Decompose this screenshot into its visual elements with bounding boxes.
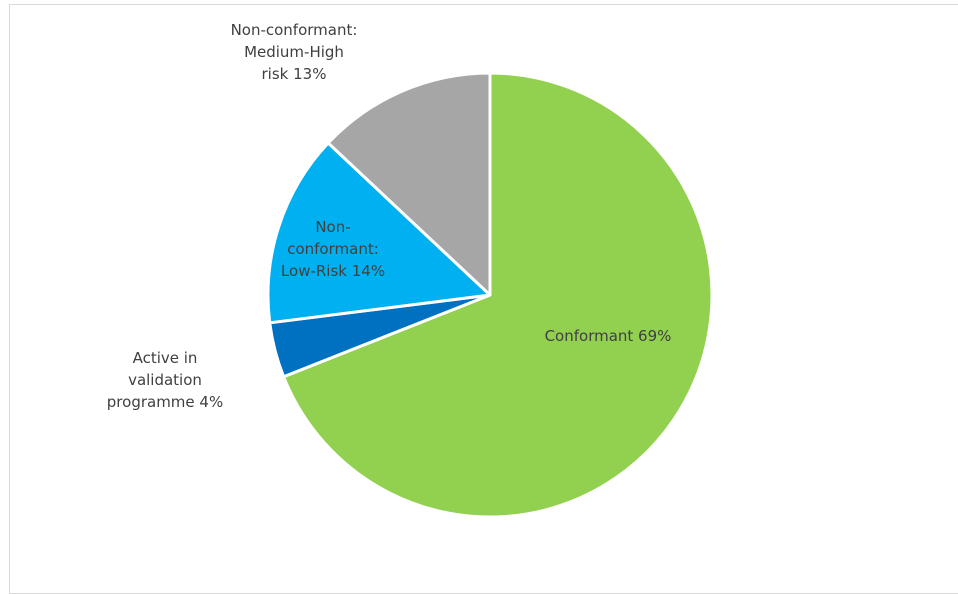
data-label-line: validation bbox=[128, 371, 202, 389]
data-label-non-conformant-medium-high-risk: Non-conformant: Medium-High risk 13% bbox=[231, 21, 358, 83]
data-label-conformant: Conformant 69% bbox=[545, 327, 672, 345]
data-label-active-in-validation-programme: Active in validation programme 4% bbox=[107, 349, 223, 411]
pie-slice-conformant bbox=[282, 71, 714, 519]
pie-slice-non-conformant-low-risk bbox=[266, 141, 492, 325]
pie-labels: Conformant 69% Active in validation program… bbox=[107, 21, 672, 411]
data-label-line: programme 4% bbox=[107, 393, 223, 411]
data-label-line: Non-conformant: bbox=[231, 21, 358, 39]
data-label-line: Non- bbox=[315, 218, 350, 236]
data-label-line: risk 13% bbox=[262, 65, 327, 83]
pie-slices bbox=[266, 71, 714, 519]
pie-slice-non-conformant-medium-high-risk bbox=[326, 71, 492, 297]
data-label-line: Conformant 69% bbox=[545, 327, 672, 345]
data-label-non-conformant-low-risk: Non-conformant: Low-Risk 14% bbox=[281, 218, 385, 280]
data-label-line: Active in bbox=[133, 349, 198, 367]
data-label-line: Low-Risk 14% bbox=[281, 262, 385, 280]
data-label-line: Medium-High bbox=[244, 43, 344, 61]
pie-chart: Conformant 69% Active in validation program… bbox=[107, 21, 714, 519]
data-label-line: conformant: bbox=[287, 240, 379, 258]
